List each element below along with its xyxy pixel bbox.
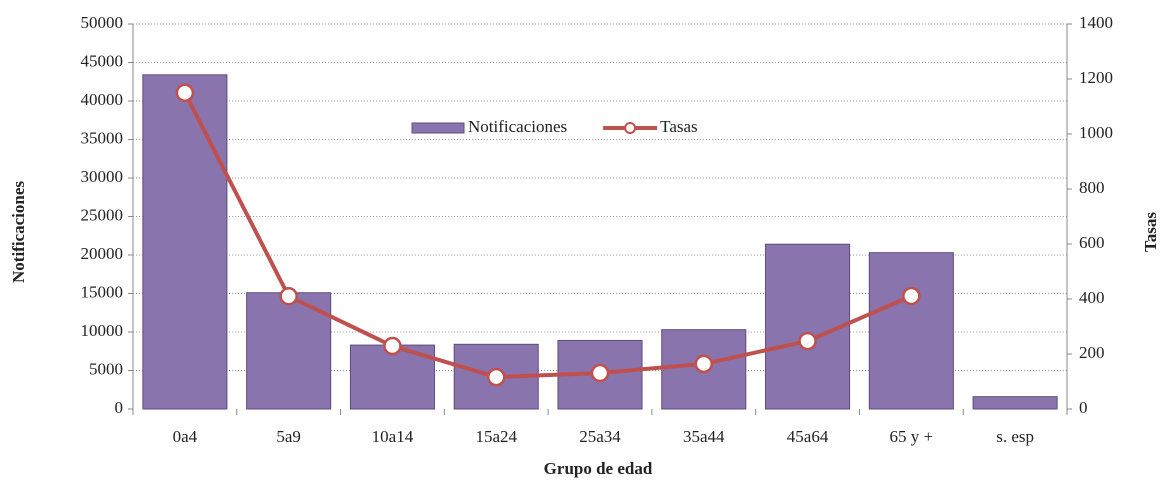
- bar: [765, 243, 851, 410]
- marker: [590, 363, 610, 383]
- y-tick-label: 20000: [81, 244, 124, 263]
- y-tick-label: 10000: [81, 321, 124, 340]
- y2-tick-label: 1400: [1079, 13, 1113, 32]
- x-tick-label: 45a64: [787, 427, 829, 446]
- legend-marker: [624, 122, 637, 134]
- y2-tick-label: 400: [1079, 288, 1105, 307]
- y-tick-label: 45000: [81, 51, 124, 70]
- x-tick-label: 5a9: [276, 427, 301, 446]
- marker: [694, 354, 714, 374]
- marker: [798, 331, 817, 351]
- y2-tick-label: 1000: [1079, 123, 1113, 142]
- legend-label: Tasas: [660, 117, 698, 136]
- marker: [279, 287, 298, 306]
- x-tick-label: 10a14: [372, 427, 414, 446]
- y2-axis-label: Tasas: [1141, 212, 1160, 252]
- y-tick-label: 15000: [81, 282, 124, 301]
- y2-tick-label: 0: [1079, 398, 1088, 417]
- legend-label: Notificaciones: [468, 117, 567, 136]
- marker: [902, 286, 921, 306]
- y-tick-label: 40000: [81, 90, 124, 109]
- marker: [175, 83, 195, 102]
- y2-tick-label: 200: [1079, 343, 1105, 362]
- x-tick-label: 0a4: [173, 427, 198, 446]
- y2-tick-label: 1200: [1079, 68, 1113, 87]
- x-tick-label: s. esp: [996, 427, 1034, 446]
- y-tick-label: 25000: [81, 205, 124, 224]
- bar: [142, 74, 228, 410]
- bar: [246, 292, 332, 410]
- y-tick-label: 35000: [81, 128, 124, 147]
- y-tick-label: 0: [115, 398, 124, 417]
- y2-tick-label: 600: [1079, 233, 1105, 252]
- bar: [972, 396, 1058, 410]
- x-tick-label: 35a44: [683, 427, 725, 446]
- marker: [383, 336, 402, 356]
- marker: [486, 367, 506, 387]
- y-axis-label: Notificaciones: [9, 181, 28, 283]
- x-tick-label: 25a34: [579, 427, 621, 446]
- bar: [868, 252, 954, 410]
- y-tick-label: 30000: [81, 167, 124, 186]
- legend-swatch: [411, 122, 465, 134]
- x-tick-label: 65 y +: [890, 427, 934, 446]
- x-tick-label: 15a24: [475, 427, 517, 446]
- y2-tick-label: 800: [1079, 178, 1105, 197]
- x-axis-label: Grupo de edad: [544, 459, 653, 478]
- y-tick-label: 50000: [81, 13, 124, 32]
- y-tick-label: 5000: [89, 359, 123, 378]
- line: [183, 91, 913, 380]
